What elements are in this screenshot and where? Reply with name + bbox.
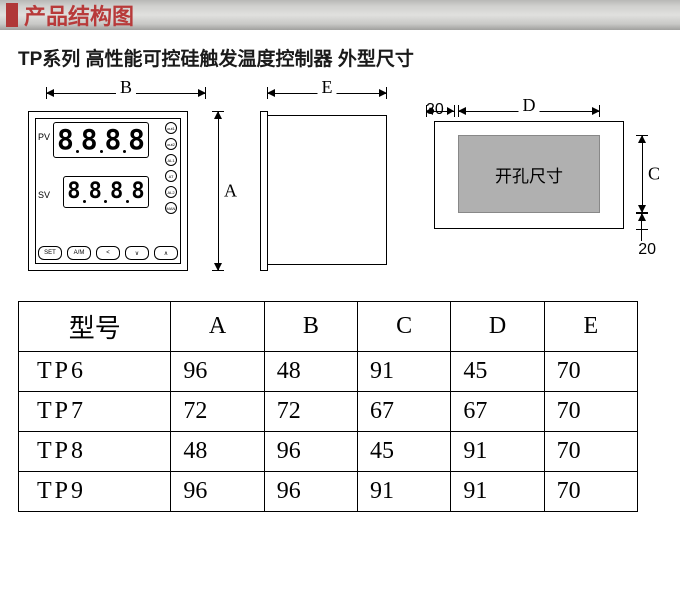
- diagrams-row: B A PV SV 8 8 8 8 8 8: [18, 83, 662, 283]
- led-column: out1 out2 AL1 AT AL2 MAN: [165, 122, 177, 214]
- table-row: TP6 96 48 91 45 70: [19, 352, 638, 392]
- dim-D-label: D: [519, 95, 540, 116]
- led-al2: AL2: [165, 186, 177, 198]
- dimension-E: E: [267, 83, 387, 103]
- btn-down: ∨: [125, 246, 149, 260]
- table-row: TP9 96 96 91 91 70: [19, 472, 638, 512]
- dim-C-label: C: [648, 164, 660, 185]
- dimension-B: B: [46, 83, 206, 103]
- side-body: [267, 115, 387, 265]
- pv-label: PV: [38, 132, 50, 142]
- col-B: B: [264, 302, 357, 352]
- btn-left: <: [96, 246, 120, 260]
- sv-display: 8 8 8 8: [63, 176, 149, 208]
- led-out1: out1: [165, 122, 177, 134]
- pv-display: 8 8 8 8: [53, 122, 149, 158]
- col-A: A: [171, 302, 264, 352]
- btn-am: A/M: [67, 246, 91, 260]
- gap-20-label: 20: [638, 241, 656, 259]
- dim-B-label: B: [116, 77, 136, 98]
- subtitle: TP系列 高性能可控硅触发温度控制器 外型尺寸: [18, 44, 662, 71]
- led-out2: out2: [165, 138, 177, 150]
- table-row: TP7 72 72 67 67 70: [19, 392, 638, 432]
- col-E: E: [544, 302, 637, 352]
- cutout-hole-label: 开孔尺寸: [495, 162, 563, 187]
- cutout-view: 30 D 开孔尺寸 C 20: [426, 83, 656, 283]
- dim-E-label: E: [318, 77, 337, 98]
- content: TP系列 高性能可控硅触发温度控制器 外型尺寸 B A PV SV 8: [0, 30, 680, 530]
- header-title: 产品结构图: [24, 0, 134, 31]
- btn-set: SET: [38, 246, 62, 260]
- table-header-row: 型号 A B C D E: [19, 302, 638, 352]
- led-al1: AL1: [165, 154, 177, 166]
- button-row: SET A/M < ∨ ∧: [38, 246, 178, 260]
- col-C: C: [358, 302, 451, 352]
- dimension-C: C: [636, 135, 656, 213]
- dimension-D: D: [458, 101, 600, 121]
- table-row: TP8 48 96 45 91 70: [19, 432, 638, 472]
- table-body: TP6 96 48 91 45 70 TP7 72 72 67 67 70 TP…: [19, 352, 638, 512]
- dimension-table: 型号 A B C D E TP6 96 48 91 45 70 TP7 72 7…: [18, 301, 638, 512]
- dimension-A: A: [208, 111, 228, 271]
- col-D: D: [451, 302, 544, 352]
- sv-label: SV: [38, 190, 50, 200]
- led-at: AT: [165, 170, 177, 182]
- cutout-hole: 开孔尺寸: [458, 135, 600, 213]
- gap-30-arrow: [426, 111, 454, 112]
- col-model: 型号: [19, 302, 171, 352]
- side-view: E: [232, 83, 422, 283]
- front-view: B A PV SV 8 8 8 8 8 8: [18, 83, 228, 283]
- btn-up: ∧: [154, 246, 178, 260]
- header-red-block: [6, 3, 18, 27]
- led-man: MAN: [165, 202, 177, 214]
- side-flange: [260, 111, 268, 271]
- header-bar: 产品结构图: [0, 0, 680, 30]
- front-panel: PV SV 8 8 8 8 8 8 8 8 out1 out2 AL1: [28, 111, 188, 271]
